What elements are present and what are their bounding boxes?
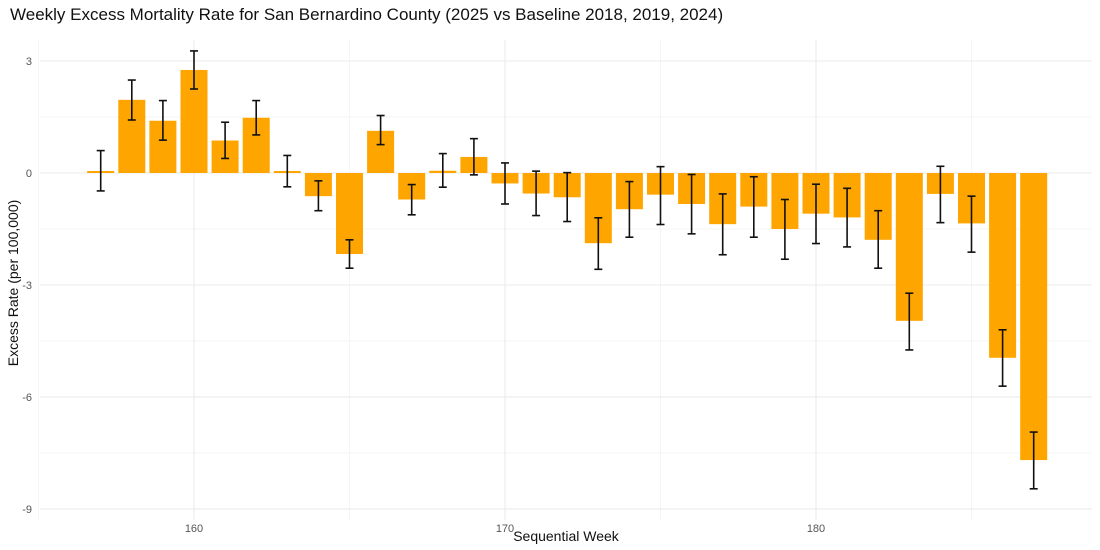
y-tick-label: 3 <box>26 56 32 68</box>
y-axis-title: Excess Rate (per 100,000) <box>5 200 21 367</box>
error-bar-week-175 <box>656 165 665 226</box>
y-axis-ticks: 3 0 -3 -6 -9 <box>22 56 32 516</box>
error-bar-week-165 <box>345 239 354 269</box>
error-bar-week-181 <box>843 187 852 248</box>
x-tick-label: 170 <box>496 523 514 535</box>
error-bar-week-162 <box>252 99 261 136</box>
error-bar-week-177 <box>718 193 727 256</box>
error-bar-week-176 <box>687 173 696 235</box>
x-axis-title: Sequential Week <box>513 528 620 544</box>
error-bar-week-178 <box>749 175 758 239</box>
y-tick-label: -9 <box>22 504 32 516</box>
y-tick-label: -3 <box>22 280 32 292</box>
error-bar-week-179 <box>780 198 789 261</box>
error-bar-week-187 <box>1029 431 1038 490</box>
error-bar-week-180 <box>812 183 820 245</box>
error-bar-week-184 <box>936 165 945 224</box>
error-bar-week-164 <box>314 180 323 212</box>
error-bar-week-186 <box>998 328 1007 387</box>
error-bar-week-157 <box>96 149 105 192</box>
error-bar-week-173 <box>594 216 603 271</box>
error-bar-week-170 <box>501 162 509 205</box>
error-bar-week-163 <box>283 154 292 188</box>
error-bar-week-167 <box>407 183 416 216</box>
error-bars <box>96 50 1038 490</box>
error-bar-week-171 <box>532 170 541 217</box>
bars <box>87 69 1048 461</box>
error-bar-week-183 <box>905 292 914 351</box>
bar-week-187 <box>1020 173 1048 461</box>
error-bar-week-185 <box>967 195 976 253</box>
x-tick-label: 160 <box>185 523 203 535</box>
error-bar-week-159 <box>158 99 167 141</box>
error-bar-week-161 <box>221 121 230 160</box>
error-bar-week-172 <box>563 171 572 223</box>
error-bar-week-174 <box>625 180 634 239</box>
chart-title: Weekly Excess Mortality Rate for San Ber… <box>10 5 723 24</box>
error-bar-week-182 <box>874 209 883 269</box>
y-tick-label: 0 <box>26 168 32 180</box>
bar-week-186 <box>989 173 1017 358</box>
y-tick-label: -6 <box>22 392 32 404</box>
error-bar-week-168 <box>438 152 447 188</box>
x-axis-ticks: 160 170 180 <box>185 523 825 535</box>
error-bar-week-166 <box>376 114 385 146</box>
error-bar-week-158 <box>127 79 136 121</box>
x-tick-label: 180 <box>807 523 825 535</box>
error-bar-week-160 <box>190 50 198 90</box>
error-bar-week-169 <box>469 137 478 176</box>
